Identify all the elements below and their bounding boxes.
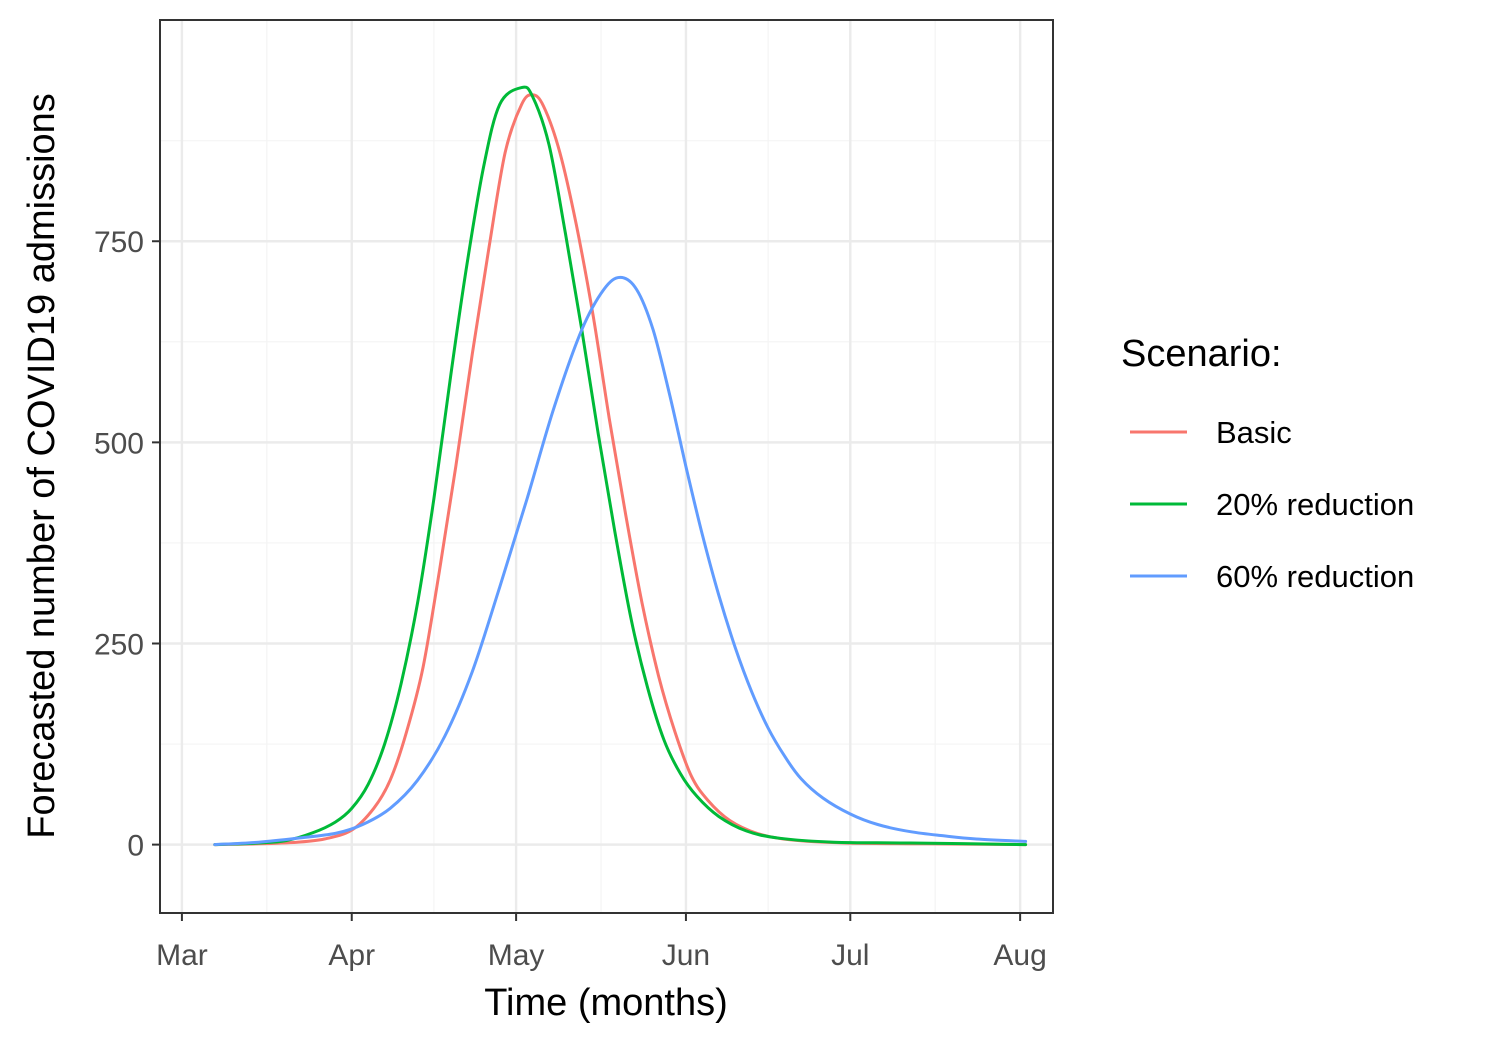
y-tick-label: 250 [94,628,144,661]
grid-major-lines [160,20,1053,913]
series-lines [213,85,1028,847]
legend: Scenario: Basic 20% reduction 60% reductio… [1121,333,1414,594]
series-line-20-reduction [213,85,1028,847]
y-tick-label: 750 [94,226,144,259]
series-line-60-reduction [213,275,1028,847]
legend-label-basic: Basic [1216,415,1292,450]
legend-title: Scenario: [1121,333,1282,375]
x-tick-label: Mar [156,939,208,972]
y-tick-label: 0 [127,830,144,863]
x-axis-title: Time (months) [484,982,728,1024]
legend-item-basic: Basic [1130,415,1292,450]
legend-items: Basic 20% reduction 60% reduction [1130,415,1414,594]
plot-panel-border [159,19,1054,914]
legend-item-20-reduction: 20% reduction [1130,487,1414,522]
x-tick-label: May [488,939,545,972]
legend-label-60-reduction: 60% reduction [1216,559,1414,594]
x-tick-label: Jul [831,939,869,972]
grid-minor-lines [160,20,1053,913]
y-axis-ticks: 0 250 500 750 [94,226,160,863]
series-line-basic [213,93,1028,847]
y-tick-label: 500 [94,427,144,460]
y-axis-title: Forecasted number of COVID19 admissions [21,93,63,839]
x-tick-label: Jun [662,939,710,972]
x-axis-ticks: Mar Apr May Jun Jul Aug [156,913,1047,972]
legend-item-60-reduction: 60% reduction [1130,559,1414,594]
legend-label-20-reduction: 20% reduction [1216,487,1414,522]
x-tick-label: Aug [993,939,1046,972]
x-tick-label: Apr [328,939,375,972]
